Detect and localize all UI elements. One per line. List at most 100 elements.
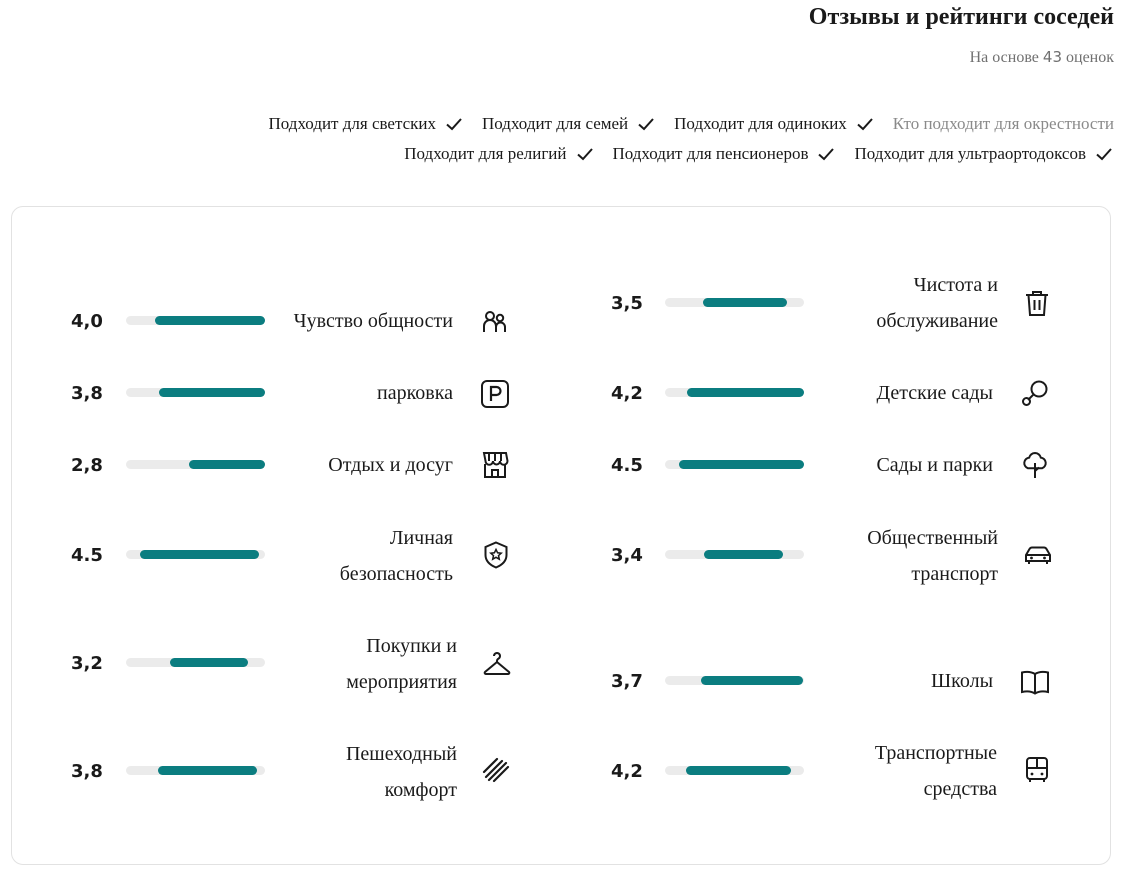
check-icon [1096, 148, 1112, 161]
rating-label: Личная безопасность [340, 520, 453, 592]
suitability-religious: Подходит для религий [404, 144, 594, 164]
rating-bar [126, 550, 265, 559]
suitability-label: Подходит для светских [268, 114, 437, 133]
rating-score: 3,2 [71, 653, 103, 674]
suitability-label: Подходит для семей [482, 114, 629, 133]
rating-label: Покупки и мероприятия [346, 628, 457, 700]
check-icon [857, 118, 873, 131]
rating-label: Чувство общности [294, 303, 453, 339]
people-icon [480, 307, 510, 337]
rating-label: Сады и парки [876, 447, 993, 483]
trash-icon [1022, 288, 1052, 318]
rating-bar-fill [159, 388, 265, 397]
suitability-label: Подходит для религий [404, 144, 567, 163]
suitability-label: Подходит для ультраортодоксов [854, 144, 1086, 163]
rattle-icon [1020, 378, 1050, 408]
rating-label: парковка [377, 375, 453, 411]
rating-bar-fill [170, 658, 249, 667]
rating-label-line: Чистота и [913, 274, 998, 296]
rating-label-line: Сады и парки [876, 454, 993, 476]
suitability-singles: Подходит для одиноких [674, 114, 875, 134]
check-icon [446, 118, 462, 131]
rating-bar-fill [157, 766, 257, 775]
suitability-who-fits-link[interactable]: Кто подходит для окрестности [893, 114, 1114, 134]
rating-bar-fill [155, 316, 265, 325]
suitability-families: Подходит для семей [482, 114, 656, 134]
tree-icon [1020, 450, 1050, 480]
rating-label-line: транспорт [911, 563, 998, 585]
rating-label-line: Пешеходный [345, 743, 457, 765]
rating-bar [665, 298, 804, 307]
rating-label: Детские сады [876, 375, 993, 411]
check-icon [638, 118, 654, 131]
subtitle-suffix: оценок [1066, 49, 1114, 66]
book-icon [1020, 667, 1050, 697]
rating-label-line: Школы [930, 670, 993, 692]
suitability-secular: Подходит для светских [269, 114, 465, 134]
suitability-label: Подходит для пенсионеров [612, 144, 809, 163]
rating-bar [126, 316, 265, 325]
suitability-row-2: Подходит для религий Подходит для пенсио… [404, 144, 1114, 164]
suitability-label: Подходит для одиноких [674, 114, 847, 133]
storefront-icon [480, 450, 510, 480]
rating-label-line: мероприятия [346, 671, 457, 693]
rating-label-line: Покупки и [366, 635, 457, 657]
ratings-card [11, 206, 1111, 865]
rating-score: 2,8 [71, 455, 103, 476]
rating-bar [665, 550, 804, 559]
suitability-label[interactable]: Кто подходит для окрестности [892, 114, 1114, 133]
rating-label-line: Личная [389, 527, 453, 549]
parking-icon [480, 379, 510, 409]
rating-bar-fill [678, 460, 804, 469]
rating-label-line: Транспортные [874, 742, 997, 764]
rating-label-line: средства [923, 778, 997, 800]
rating-label: Отдых и досуг [328, 447, 453, 483]
hanger-icon [482, 648, 512, 678]
rating-score: 3,4 [611, 545, 643, 566]
rating-bar [665, 676, 804, 685]
rating-bar-fill [139, 550, 260, 559]
rating-bar-fill [687, 388, 804, 397]
car-icon [1023, 540, 1053, 570]
rating-label-line: Детские сады [876, 382, 993, 404]
rating-score: 3,8 [71, 761, 103, 782]
rating-score: 4.5 [71, 545, 103, 566]
rating-label: Пешеходный комфорт [346, 736, 457, 808]
rating-label-line: Отдых и досуг [328, 454, 453, 476]
rating-bar [665, 460, 804, 469]
rating-bar [126, 388, 265, 397]
rating-score: 4,2 [611, 383, 643, 404]
shield-star-icon [481, 540, 511, 570]
rating-label-line: обслуживание [876, 310, 998, 332]
rating-bar-fill [702, 298, 788, 307]
rating-score: 4,2 [611, 761, 643, 782]
suitability-retirees: Подходит для пенсионеров [613, 144, 837, 164]
rating-bar-fill [701, 676, 803, 685]
rating-label: Чистота и обслуживание [876, 267, 998, 339]
rating-label-line: Чувство общности [293, 310, 453, 332]
rating-bar-fill [685, 766, 792, 775]
rating-bar-fill [188, 460, 265, 469]
rating-count: 43 [1042, 48, 1062, 66]
rating-bar [126, 460, 265, 469]
rating-bar [126, 766, 265, 775]
rating-label: Школы [931, 663, 993, 699]
ratings-subtitle: На основе 43 оценок [970, 48, 1114, 67]
rating-bar [126, 658, 265, 667]
rating-label-line: безопасность [339, 563, 453, 585]
check-icon [576, 148, 593, 161]
crosswalk-icon [481, 755, 511, 785]
suitability-row-1: Подходит для светских Подходит для семей… [269, 114, 1114, 134]
suitability-ultraorthodox: Подходит для ультраортодоксов [854, 144, 1114, 164]
rating-bar-fill [703, 550, 784, 559]
page-title: Отзывы и рейтинги соседей [808, 4, 1114, 30]
rating-label: Транспортные средства [875, 735, 997, 807]
rating-score: 3,7 [611, 671, 643, 692]
rating-bar [665, 766, 804, 775]
subtitle-prefix: На основе [969, 49, 1039, 66]
bus-icon [1022, 755, 1052, 785]
rating-score: 3,8 [71, 383, 103, 404]
check-icon [818, 148, 835, 161]
rating-label-line: Общественный [867, 527, 998, 549]
rating-score: 4,0 [71, 311, 103, 332]
